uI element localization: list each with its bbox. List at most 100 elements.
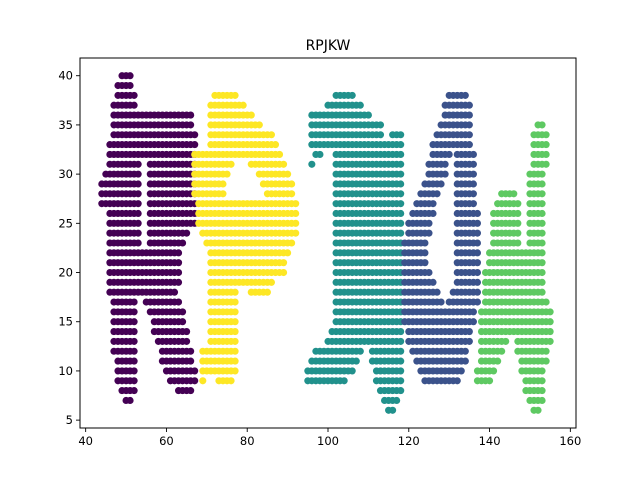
data-point (429, 278, 437, 286)
data-point (130, 318, 138, 326)
data-point (134, 229, 142, 237)
data-point (288, 180, 296, 188)
data-point (397, 170, 405, 178)
data-point (441, 160, 449, 168)
data-point (437, 180, 445, 188)
data-point (187, 357, 195, 365)
data-point (284, 170, 292, 178)
data-point (469, 190, 477, 198)
data-point (364, 111, 372, 119)
data-point (473, 229, 482, 237)
data-point (288, 239, 296, 247)
data-point (183, 229, 191, 237)
data-point (542, 150, 550, 158)
data-point (445, 150, 453, 158)
data-point (397, 131, 405, 139)
data-point (421, 239, 429, 247)
y-tick-label: 5 (66, 413, 73, 427)
data-point (546, 318, 554, 326)
data-point (389, 406, 397, 414)
data-point (183, 337, 191, 345)
data-point (538, 180, 546, 188)
data-point (465, 328, 473, 336)
data-point (465, 337, 473, 345)
data-point (473, 249, 482, 257)
data-point (263, 288, 271, 296)
data-point (469, 160, 477, 168)
data-point (429, 209, 437, 218)
data-point (542, 347, 550, 355)
data-point (292, 219, 300, 227)
data-point (280, 160, 288, 168)
data-point (542, 357, 550, 365)
data-point (134, 209, 142, 218)
data-point (473, 288, 482, 296)
data-point (397, 229, 405, 237)
series-2 (304, 91, 405, 414)
series-4 (473, 121, 554, 414)
data-point (546, 337, 554, 345)
data-point (441, 170, 449, 178)
data-point (397, 200, 405, 208)
data-point (130, 298, 138, 306)
data-point (473, 259, 482, 267)
data-point (356, 101, 364, 109)
y-tick-label: 10 (58, 364, 73, 378)
y-tick-label: 35 (58, 118, 73, 132)
data-point (376, 121, 385, 129)
data-point (175, 259, 183, 267)
y-tick-label: 40 (58, 69, 73, 83)
data-point (514, 209, 522, 218)
data-point (316, 150, 324, 158)
x-tick-label: 80 (240, 434, 255, 448)
data-point (494, 357, 502, 365)
data-point (469, 150, 477, 158)
x-tick-label: 160 (559, 434, 581, 448)
data-point (223, 170, 231, 178)
data-point (179, 318, 187, 326)
data-point (538, 200, 546, 208)
data-point (538, 190, 546, 198)
data-point (393, 396, 401, 405)
data-point (170, 288, 179, 296)
data-point (134, 219, 142, 227)
data-point (284, 249, 292, 257)
data-point (175, 278, 183, 286)
data-point (465, 101, 473, 109)
x-axis: 40 60 80 100 120 140 160 (78, 428, 581, 448)
data-point (130, 308, 138, 316)
data-point (348, 91, 356, 99)
data-point (219, 190, 227, 198)
data-point (397, 337, 405, 345)
data-point (397, 219, 405, 227)
data-point (231, 318, 239, 326)
data-point (397, 190, 405, 198)
data-point (271, 141, 280, 149)
data-point (267, 278, 276, 286)
data-point (280, 259, 288, 267)
data-point (187, 387, 195, 395)
data-point (231, 357, 239, 365)
data-point (288, 190, 296, 198)
data-point (231, 288, 239, 296)
y-tick-label: 15 (58, 315, 73, 329)
data-point (187, 111, 195, 119)
data-point (469, 200, 477, 208)
data-point (433, 190, 441, 198)
data-point (397, 209, 405, 218)
data-point (461, 357, 469, 365)
series-3 (401, 91, 482, 385)
data-point (538, 396, 546, 405)
data-point (130, 387, 138, 395)
data-point (421, 249, 429, 257)
data-point (231, 328, 239, 336)
data-point (538, 121, 546, 129)
data-point (425, 268, 433, 277)
data-point (191, 131, 199, 139)
data-point (348, 367, 356, 375)
data-point (179, 239, 187, 247)
data-point (227, 377, 235, 385)
data-point (397, 367, 405, 375)
